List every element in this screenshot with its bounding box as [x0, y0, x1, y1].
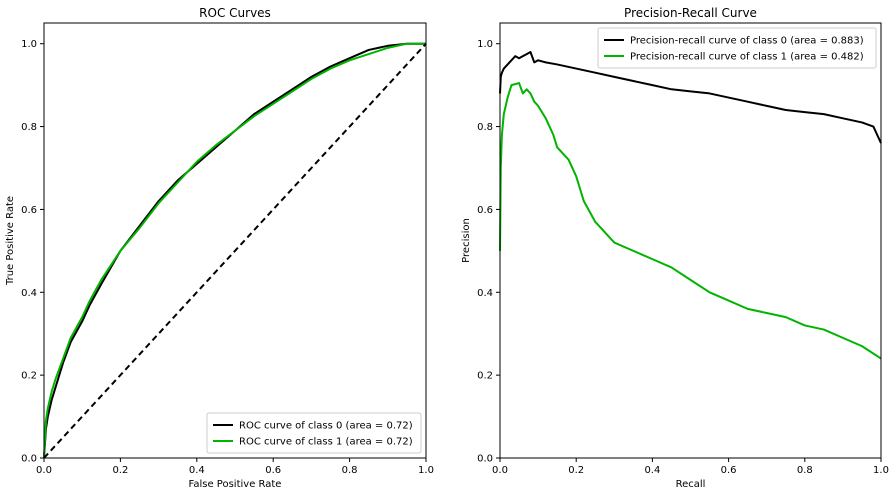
y-axis-label: Precision: [461, 218, 472, 263]
y-tick-label: 1.0: [21, 39, 37, 50]
y-tick-label: 0.8: [21, 122, 37, 133]
y-tick-label: 0.4: [21, 288, 37, 299]
y-tick-label: 0.0: [477, 454, 493, 465]
legend-box: [597, 27, 877, 69]
y-tick-label: 0.0: [21, 454, 37, 465]
precision-recall-chart: 0.0 0.2 0.4 0.6 0.8 1.0 0.0 0.2 0.4 0.6 0.8 1.0 Prec…: [461, 6, 889, 490]
legend-box: [206, 412, 422, 454]
x-tick-label: 0.6: [265, 465, 281, 476]
x-tick-label: 0.4: [644, 465, 660, 476]
roc-chart: 0.0 0.2 0.4 0.6 0.8 1.0 0.0 0.2 0.4 0.6 0.8 1.0 ROC …: [5, 6, 434, 490]
x-axis-label: False Positive Rate: [189, 479, 282, 490]
legend-label: ROC curve of class 1 (area = 0.72): [239, 437, 413, 448]
y-tick-label: 0.6: [477, 205, 493, 216]
y-tick-label: 0.2: [21, 371, 37, 382]
x-tick-label: 0.0: [36, 465, 52, 476]
diagonal-reference-line: [43, 43, 427, 459]
y-tick-label: 0.4: [477, 288, 493, 299]
x-tick-label: 0.2: [112, 465, 128, 476]
y-axis-label: True Positive Rate: [5, 196, 16, 286]
axes-frame: [499, 22, 882, 459]
y-tick-label: 0.2: [477, 371, 493, 382]
x-tick-label: 0.2: [568, 465, 584, 476]
legend-label: Precision-recall curve of class 1 (area …: [630, 52, 864, 63]
x-tick-label: 1.0: [873, 465, 889, 476]
x-axis-label: Recall: [676, 479, 706, 490]
series-line-1: [43, 42, 426, 459]
x-tick-label: 0.0: [492, 465, 508, 476]
x-tick-label: 0.4: [189, 465, 205, 476]
series-line-0: [43, 42, 426, 459]
chart-title: Precision-Recall Curve: [624, 6, 757, 20]
x-tick-label: 0.8: [342, 465, 358, 476]
x-tick-label: 1.0: [418, 465, 434, 476]
legend-label: Precision-recall curve of class 0 (area …: [630, 36, 864, 47]
x-tick-label: 0.6: [721, 465, 737, 476]
legend: ROC curve of class 0 (area = 0.72) ROC cu…: [206, 412, 422, 454]
axes-frame: [43, 22, 427, 459]
series-line-0: [499, 51, 882, 144]
chart-title: ROC Curves: [199, 6, 271, 20]
legend-label: ROC curve of class 0 (area = 0.72): [239, 421, 413, 432]
series-line-1: [499, 82, 882, 360]
y-tick-label: 1.0: [477, 39, 493, 50]
legend: Precision-recall curve of class 0 (area …: [597, 27, 877, 69]
x-tick-label: 0.8: [797, 465, 813, 476]
y-tick-label: 0.8: [477, 122, 493, 133]
y-tick-label: 0.6: [21, 205, 37, 216]
